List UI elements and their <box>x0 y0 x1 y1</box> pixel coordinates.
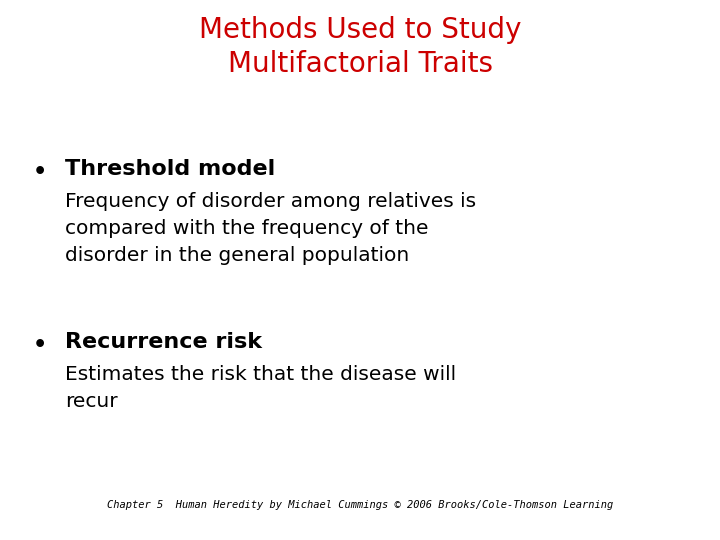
Text: Chapter 5  Human Heredity by Michael Cummings © 2006 Brooks/Cole-Thomson Learnin: Chapter 5 Human Heredity by Michael Cumm… <box>107 500 613 510</box>
Text: •: • <box>32 162 47 182</box>
Text: Methods Used to Study
Multifactorial Traits: Methods Used to Study Multifactorial Tra… <box>199 16 521 78</box>
Text: •: • <box>32 335 47 355</box>
Text: Threshold model: Threshold model <box>65 159 275 179</box>
Text: Recurrence risk: Recurrence risk <box>65 332 262 352</box>
Text: Estimates the risk that the disease will
recur: Estimates the risk that the disease will… <box>65 364 456 411</box>
Text: Frequency of disorder among relatives is
compared with the frequency of the
diso: Frequency of disorder among relatives is… <box>65 192 476 265</box>
